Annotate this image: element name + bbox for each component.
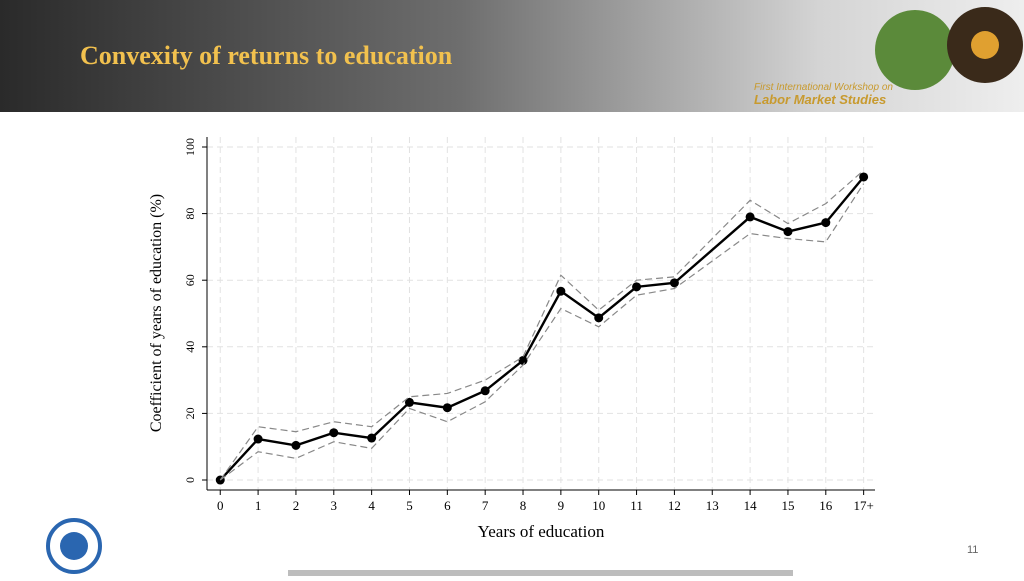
- point: [594, 313, 604, 323]
- point: [329, 428, 339, 438]
- point: [404, 397, 414, 407]
- y-tick-label: 60: [183, 274, 197, 286]
- point: [518, 355, 528, 365]
- header-bar: [0, 0, 1024, 112]
- banner-text: First International Workshop on: [754, 82, 893, 93]
- point: [367, 433, 377, 443]
- x-tick-label: 6: [444, 498, 451, 513]
- x-tick-label: 1: [255, 498, 262, 513]
- x-tick-label: 16: [819, 498, 833, 513]
- ci-line: [219, 183, 865, 481]
- x-tick-label: 13: [706, 498, 719, 513]
- x-tick-label: 7: [482, 498, 489, 513]
- x-tick-label: 4: [368, 498, 375, 513]
- point: [442, 403, 452, 413]
- point: [821, 218, 831, 228]
- x-tick-label: 15: [781, 498, 794, 513]
- point: [859, 172, 869, 182]
- x-tick-label: 14: [744, 498, 758, 513]
- banner-text: Labor Market Studies: [754, 92, 886, 107]
- x-axis-label: Years of education: [478, 522, 605, 541]
- point: [669, 278, 679, 288]
- x-tick-label: 17+: [853, 498, 873, 513]
- x-tick-label: 11: [630, 498, 643, 513]
- y-tick-label: 80: [183, 208, 197, 220]
- page-number: 11: [967, 544, 978, 556]
- x-tick-label: 8: [520, 498, 527, 513]
- point: [556, 286, 566, 296]
- logo: [46, 518, 102, 574]
- x-tick-label: 10: [592, 498, 605, 513]
- y-tick-label: 100: [183, 138, 197, 156]
- point: [632, 282, 642, 292]
- y-axis-label: Coefficient of years of education (%): [148, 194, 165, 432]
- series-line: [219, 176, 865, 481]
- footer-bar: [288, 570, 793, 576]
- point: [480, 386, 490, 396]
- slide-title: Convexity of returns to education: [80, 41, 453, 70]
- point: [253, 434, 263, 444]
- banner-image: [971, 31, 999, 59]
- x-tick-label: 2: [293, 498, 300, 513]
- x-tick-label: 3: [331, 498, 338, 513]
- x-tick-label: 5: [406, 498, 413, 513]
- x-tick-label: 12: [668, 498, 681, 513]
- x-tick-label: 9: [558, 498, 565, 513]
- y-tick-label: 20: [183, 407, 197, 419]
- point: [291, 440, 301, 450]
- x-tick-label: 0: [217, 498, 224, 513]
- banner-image: [875, 10, 955, 90]
- chart: Years of education Coefficient of years …: [148, 137, 875, 541]
- point: [745, 212, 755, 222]
- y-tick-label: 40: [183, 341, 197, 353]
- logo: [60, 532, 88, 560]
- point: [783, 227, 793, 237]
- y-tick-label: 0: [183, 477, 197, 483]
